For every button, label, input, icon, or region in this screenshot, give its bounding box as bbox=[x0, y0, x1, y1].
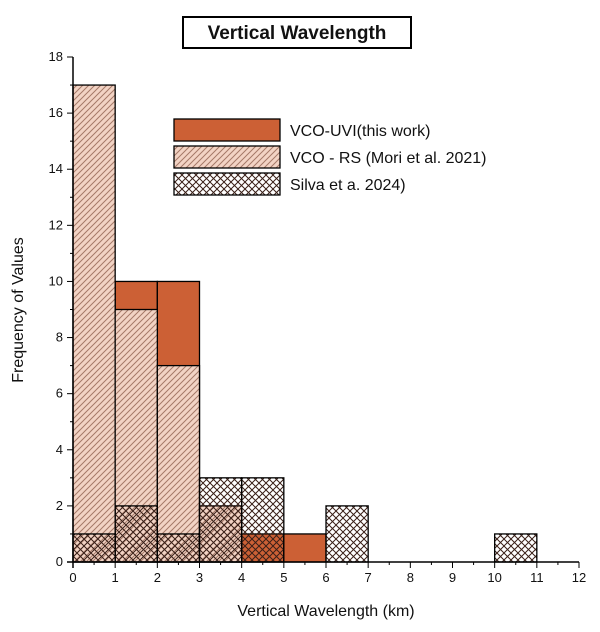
y-tick-label: 8 bbox=[56, 330, 63, 345]
legend-label-vco-rs-mori-et-al-2021: VCO - RS (Mori et al. 2021) bbox=[290, 150, 487, 167]
title-box bbox=[182, 16, 412, 49]
legend-swatch-vco-rs-mori-et-al-2021 bbox=[173, 145, 281, 169]
y-tick-label: 12 bbox=[49, 217, 63, 232]
y-axis-title: Frequency of Values bbox=[10, 237, 27, 383]
x-tick-label: 9 bbox=[449, 570, 456, 585]
y-tick-label: 18 bbox=[49, 49, 63, 64]
legend-swatch-vco-uvi-this-work bbox=[173, 118, 281, 142]
bar-vco-uvi-this-work-5-6 bbox=[283, 533, 327, 563]
y-tick-label: 10 bbox=[49, 273, 63, 288]
x-tick-label: 10 bbox=[487, 570, 501, 585]
bar-silva-et-a-2024-10-11 bbox=[494, 533, 538, 563]
x-tick-label: 4 bbox=[238, 570, 245, 585]
y-tick-label: 6 bbox=[56, 386, 63, 401]
bars-layer bbox=[72, 84, 538, 563]
bar-silva-et-a-2024-0-1 bbox=[72, 533, 116, 563]
x-tick-label: 5 bbox=[280, 570, 287, 585]
x-tick-label: 2 bbox=[154, 570, 161, 585]
legend-label-silva-et-a-2024: Silva et a. 2024) bbox=[290, 177, 406, 194]
bar-silva-et-a-2024-6-7 bbox=[325, 505, 369, 563]
x-tick-label: 8 bbox=[407, 570, 414, 585]
legend: VCO-UVI(this work) VCO - RS (Mori et al. … bbox=[173, 118, 487, 196]
legend-swatch-silva-et-a-2024 bbox=[173, 172, 281, 196]
x-tick-label: 6 bbox=[322, 570, 329, 585]
x-tick-label: 7 bbox=[365, 570, 372, 585]
x-tick-label: 11 bbox=[530, 570, 544, 585]
bar-vco-rs-mori-et-al-2021-0-1 bbox=[72, 84, 116, 563]
chart-title: Vertical Wavelength bbox=[208, 23, 387, 44]
y-tick-label: 4 bbox=[56, 442, 63, 457]
y-tick-label: 2 bbox=[56, 498, 63, 513]
bar-silva-et-a-2024-4-5 bbox=[241, 477, 285, 563]
y-tick-label: 0 bbox=[56, 554, 63, 569]
bar-silva-et-a-2024-2-3 bbox=[156, 533, 201, 563]
x-axis-title: Vertical Wavelength (km) bbox=[237, 603, 414, 620]
x-tick-label: 0 bbox=[69, 570, 76, 585]
x-tick-label: 3 bbox=[196, 570, 203, 585]
y-tick-label: 14 bbox=[49, 161, 63, 176]
bar-silva-et-a-2024-3-4 bbox=[198, 477, 243, 563]
y-tick-label: 16 bbox=[49, 105, 63, 120]
legend-label-vco-uvi-this-work: VCO-UVI(this work) bbox=[290, 123, 430, 140]
bar-vco-rs-mori-et-al-2021-2-3 bbox=[156, 364, 201, 563]
x-tick-label: 1 bbox=[112, 570, 119, 585]
x-tick-label: 12 bbox=[572, 570, 586, 585]
bar-silva-et-a-2024-1-2 bbox=[114, 505, 158, 563]
